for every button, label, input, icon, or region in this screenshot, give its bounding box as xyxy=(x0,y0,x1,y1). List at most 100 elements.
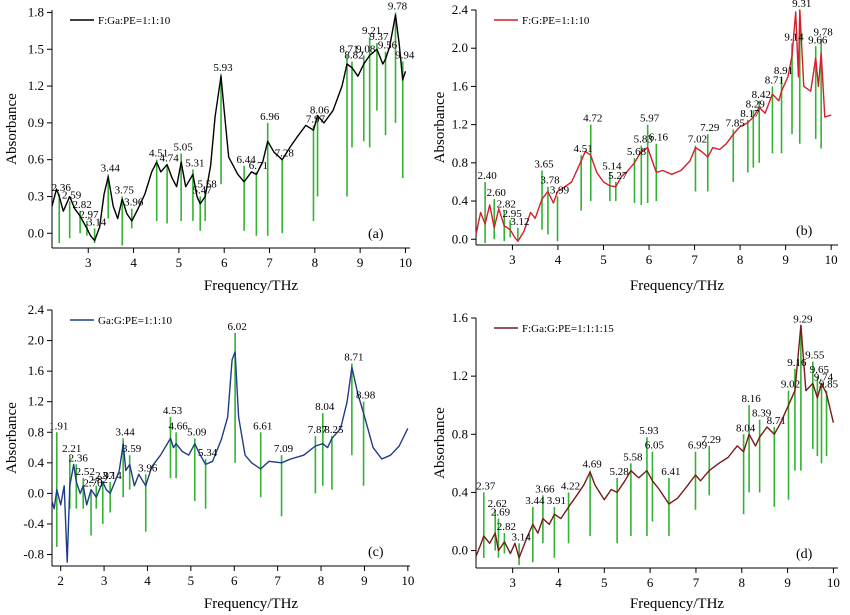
y-tick-label: 0.3 xyxy=(28,188,44,203)
peak-label: 9.16 xyxy=(787,357,807,369)
peak-label: 8.06 xyxy=(310,105,330,117)
peak-label: 3.44 xyxy=(525,495,545,507)
peak-label: 2.37 xyxy=(476,480,496,492)
peak-label: 5.31 xyxy=(185,157,204,169)
peak-label: 8.04 xyxy=(315,401,335,413)
x-tick-label: 10 xyxy=(825,252,838,267)
peak-label: 2.70 xyxy=(83,478,103,490)
peak-label: 6.71 xyxy=(249,160,268,172)
peak-label: 4.51 xyxy=(149,148,168,160)
peak-label: 8.82 xyxy=(344,50,363,62)
peak-label: 5.14 xyxy=(602,160,622,172)
peak-label: 3.44 xyxy=(101,162,121,174)
x-axis-title: Frequency/THz xyxy=(204,596,298,612)
peak-label: 4.53 xyxy=(163,405,183,417)
peak-label: 3.66 xyxy=(535,483,555,495)
x-tick-label: 9 xyxy=(784,575,791,590)
x-tick-label: 5 xyxy=(188,573,195,588)
peak-label: 3.96 xyxy=(138,462,158,474)
peak-label: 6.41 xyxy=(661,466,680,478)
y-tick-label: -0.8 xyxy=(23,547,44,562)
y-tick-label: 0.8 xyxy=(452,426,468,441)
peak-label: 7.85 xyxy=(726,117,746,129)
peak-label: 9.78 xyxy=(388,0,408,12)
peak-label: 2.62 xyxy=(488,498,507,510)
peak-label: 5.93 xyxy=(213,62,233,74)
peak-label: 2.59 xyxy=(62,189,82,201)
peak-label: 9.29 xyxy=(793,313,813,325)
y-tick-label: 1.2 xyxy=(28,78,44,93)
peak-label: 8.42 xyxy=(752,89,771,101)
legend-label: F:Ga:G:PE=1:1:1:15 xyxy=(522,323,614,335)
panel-c: 2 3 4 5 6 7 8 9 10 -0.8 -0.4 0.0 0.4 0.8 1.2 1.6 2.0 2.4 F… xyxy=(4,302,414,612)
peak-label: 8.71 xyxy=(767,415,786,427)
y-tick-label: 0.4 xyxy=(28,455,45,470)
peak-label: 3.99 xyxy=(550,184,570,196)
x-tick-label: 7 xyxy=(274,573,281,588)
peak-label: 4.74 xyxy=(159,153,179,165)
x-tick-label: 6 xyxy=(647,575,654,590)
x-axis-title: Frequency/THz xyxy=(630,278,724,294)
peak-label: 2.21 xyxy=(62,443,81,455)
panel-a: 3 4 5 6 7 8 9 10 0.0 0.3 0.6 0.9 1.2 1.5 1.8 Frequency/… xyxy=(4,0,415,294)
peak-label: 9.85 xyxy=(819,379,839,391)
peak-label: 7.29 xyxy=(702,434,722,446)
peak-label: 9.21 xyxy=(362,25,381,37)
peak-label: 5.34 xyxy=(198,447,218,459)
peak-label: 2.95 xyxy=(503,208,523,220)
peak-label: 6.16 xyxy=(649,132,669,144)
peak-label: 6.02 xyxy=(227,321,246,333)
peak-label: 2.97 xyxy=(95,470,115,482)
y-axis-title: Absorbance xyxy=(432,407,448,479)
series-line xyxy=(475,324,835,559)
peak-label: 3.14 xyxy=(511,531,531,543)
x-tick-label: 8 xyxy=(312,255,319,270)
peak-label: 9.65 xyxy=(810,364,830,376)
x-tick-label: 4 xyxy=(555,252,562,267)
peak-label: 3.14 xyxy=(87,216,107,228)
y-tick-label: 1.6 xyxy=(28,363,45,378)
peak-label: 7.28 xyxy=(275,148,295,160)
panel-letter-a: (a) xyxy=(368,227,384,242)
peak-label: 9.02 xyxy=(781,379,800,391)
peak-label: 2.36 xyxy=(69,452,89,464)
peak-label: 2.36 xyxy=(52,182,72,194)
y-tick-label: 1.6 xyxy=(452,78,469,93)
x-axis-title: Frequency/THz xyxy=(204,278,298,294)
peak-label: 2.69 xyxy=(491,507,511,519)
peak-label: 2.97 xyxy=(79,209,99,221)
peak-label: 5.47 xyxy=(193,184,213,196)
peak-label: 3.44 xyxy=(116,426,136,438)
peak-label: 9.56 xyxy=(378,40,398,52)
peak-label: 5.58 xyxy=(198,178,218,190)
peak-label: 6.96 xyxy=(260,111,280,123)
peak-label: 4.69 xyxy=(582,459,602,471)
peak-label: 9.78 xyxy=(814,27,834,39)
series-line xyxy=(51,351,409,563)
peak-label: 3.91 xyxy=(547,495,566,507)
x-tick-label: 3 xyxy=(85,255,92,270)
peak-label: 3.14 xyxy=(103,470,123,482)
x-tick-label: 10 xyxy=(399,255,412,270)
x-tick-label: 8 xyxy=(737,252,744,267)
peak-label: 2.52 xyxy=(76,466,95,478)
y-tick-label: 0.6 xyxy=(28,152,45,167)
peak-label: 3.12 xyxy=(510,216,529,228)
y-tick-label: 0.8 xyxy=(452,155,468,170)
peak-label: 8.91 xyxy=(774,65,793,77)
x-tick-label: 6 xyxy=(221,255,228,270)
y-tick-label: 2.0 xyxy=(452,40,468,55)
legend-label: Ga:G:PE=1:1:10 xyxy=(98,315,173,327)
x-tick-label: 7 xyxy=(693,575,700,590)
peak-label: 4.72 xyxy=(583,113,602,125)
y-tick-label: 0.0 xyxy=(452,231,468,246)
peak-label: 5.97 xyxy=(640,113,660,125)
x-tick-label: 3 xyxy=(509,252,516,267)
y-tick-label: 1.6 xyxy=(452,310,469,325)
x-tick-label: 3 xyxy=(101,573,108,588)
y-tick-label: 2.0 xyxy=(28,333,44,348)
peak-label: 2.82 xyxy=(72,199,91,211)
y-tick-label: 2.4 xyxy=(452,2,469,17)
peak-label: 7.87 xyxy=(308,424,328,436)
y-axis-title: Absorbance xyxy=(432,91,448,163)
